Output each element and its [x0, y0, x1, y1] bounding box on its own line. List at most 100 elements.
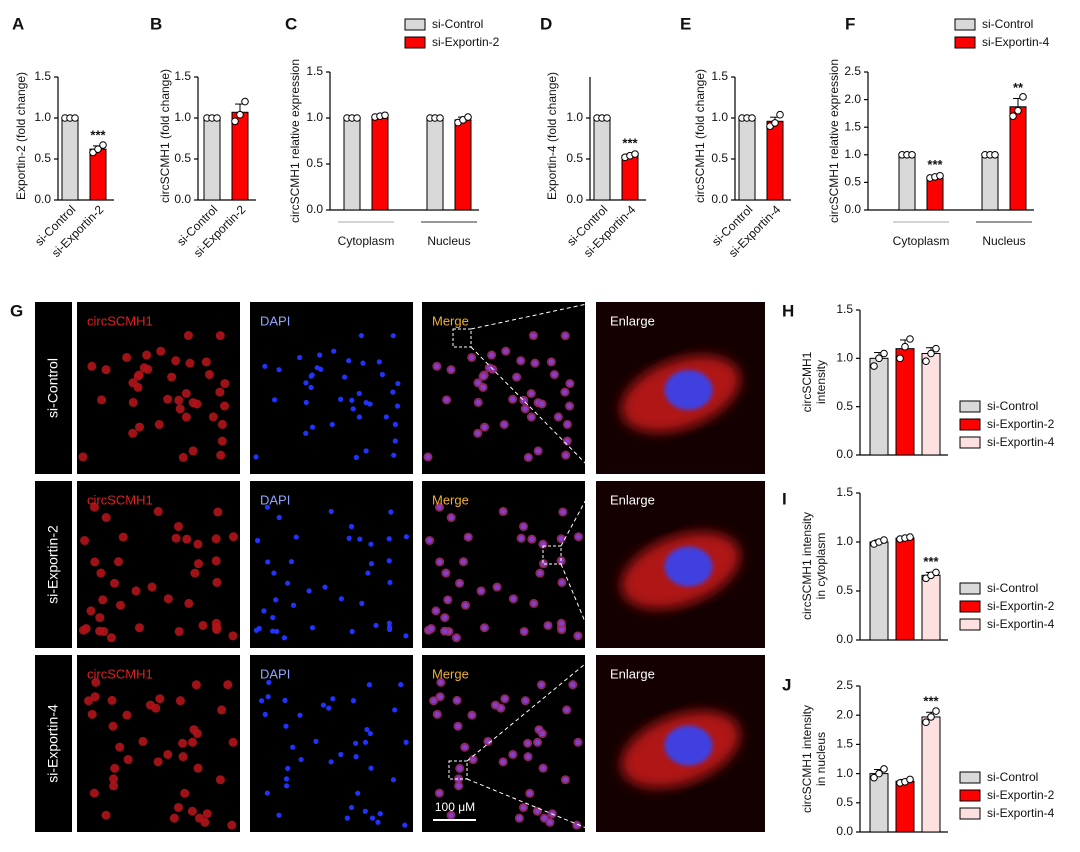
cell-body — [153, 506, 163, 516]
image-tile — [422, 655, 585, 832]
nucleus — [264, 504, 271, 510]
data-point — [880, 765, 888, 773]
channel-label: Enlarge — [610, 666, 655, 681]
bar — [454, 119, 472, 211]
cell-body — [217, 419, 227, 429]
y-tick-label: 1.0 — [836, 351, 853, 365]
nucleus — [469, 712, 475, 718]
nucleus — [392, 438, 398, 444]
zoom-line — [560, 563, 597, 649]
cell-body — [154, 419, 164, 429]
cell-body — [167, 372, 177, 382]
y-axis-label: circSCMH1 (fold change) — [158, 69, 172, 203]
cell-body — [98, 595, 108, 605]
y-axis-label: circSCMH1 intensity — [800, 512, 814, 620]
image-tile — [250, 655, 413, 832]
cell-body — [122, 710, 132, 720]
bar — [766, 120, 784, 201]
cell-body — [181, 412, 191, 422]
zoom-box — [448, 760, 468, 780]
bar — [926, 176, 944, 211]
bar — [89, 148, 107, 201]
bar — [921, 716, 941, 833]
nucleus — [262, 363, 268, 369]
nucleus — [448, 812, 454, 818]
cell-body — [142, 350, 152, 360]
channel-label: Merge — [432, 313, 469, 328]
panel-letter: B — [150, 14, 162, 33]
cell-body — [188, 737, 198, 747]
cell-body — [109, 781, 119, 791]
nucleus — [317, 352, 323, 358]
nucleus — [486, 365, 492, 371]
data-point — [381, 111, 389, 120]
nucleus — [481, 424, 488, 430]
y-tick-label: 0.0 — [836, 447, 853, 461]
nucleus — [462, 744, 468, 750]
nucleus — [314, 365, 320, 371]
cell-body — [115, 600, 125, 610]
cell-body — [190, 568, 200, 578]
data-point — [464, 113, 472, 121]
data-point — [906, 533, 914, 541]
panel-letter: C — [285, 14, 297, 33]
nucleus — [368, 541, 374, 547]
cell-body — [91, 677, 101, 687]
bar — [343, 117, 361, 211]
bar — [898, 154, 916, 211]
legend-label: si-Control — [432, 17, 483, 31]
panel-letter: G — [10, 301, 23, 320]
nucleus — [438, 679, 444, 685]
cell-body — [215, 387, 225, 397]
cell-body — [193, 763, 203, 773]
cell-body — [147, 582, 157, 592]
channel-label: circSCMH1 — [87, 313, 153, 328]
nucleus — [534, 808, 540, 814]
nucleus — [558, 620, 564, 626]
y-tick-label: 0.0 — [566, 192, 583, 206]
nucleus — [524, 740, 531, 746]
cell-body — [208, 412, 218, 422]
enlarged-nucleus — [664, 370, 713, 410]
panel-letter: A — [12, 14, 24, 33]
cell-body — [173, 521, 183, 531]
cell-body — [156, 346, 166, 356]
nucleus — [402, 822, 408, 828]
cell-body — [101, 365, 111, 375]
scale-bar-label: 100 μM — [435, 800, 475, 814]
y-tick-label: 1.5 — [844, 119, 861, 133]
nucleus — [457, 765, 463, 771]
nucleus — [349, 628, 355, 635]
cell-body — [78, 452, 88, 462]
bar — [869, 357, 889, 456]
cell-body — [122, 352, 132, 362]
nucleus — [373, 622, 379, 629]
cell-body — [90, 692, 100, 702]
nucleus — [383, 414, 389, 420]
cell-body — [128, 428, 138, 438]
nucleus — [377, 811, 383, 817]
y-tick-label: 1.0 — [566, 110, 583, 124]
data-point — [896, 354, 904, 363]
cell-body — [220, 401, 230, 411]
nucleus — [282, 697, 288, 703]
nucleus — [368, 561, 375, 567]
nucleus — [501, 421, 507, 428]
nucleus — [562, 389, 568, 395]
x-tick-label: Nucleus — [427, 234, 470, 248]
nucleus — [434, 711, 440, 717]
nucleus — [510, 751, 516, 758]
significance: *** — [923, 694, 939, 709]
nucleus — [309, 625, 316, 631]
cell-body — [227, 820, 237, 830]
nucleus — [367, 401, 373, 407]
nucleus — [518, 358, 524, 364]
nucleus — [437, 559, 443, 565]
enlarged-nucleus — [664, 546, 713, 587]
nucleus — [328, 508, 334, 515]
nucleus — [532, 360, 538, 366]
nucleus — [475, 380, 481, 386]
y-tick-label: 1.5 — [306, 64, 323, 78]
nucleus — [387, 626, 393, 633]
cell-body — [216, 450, 226, 460]
